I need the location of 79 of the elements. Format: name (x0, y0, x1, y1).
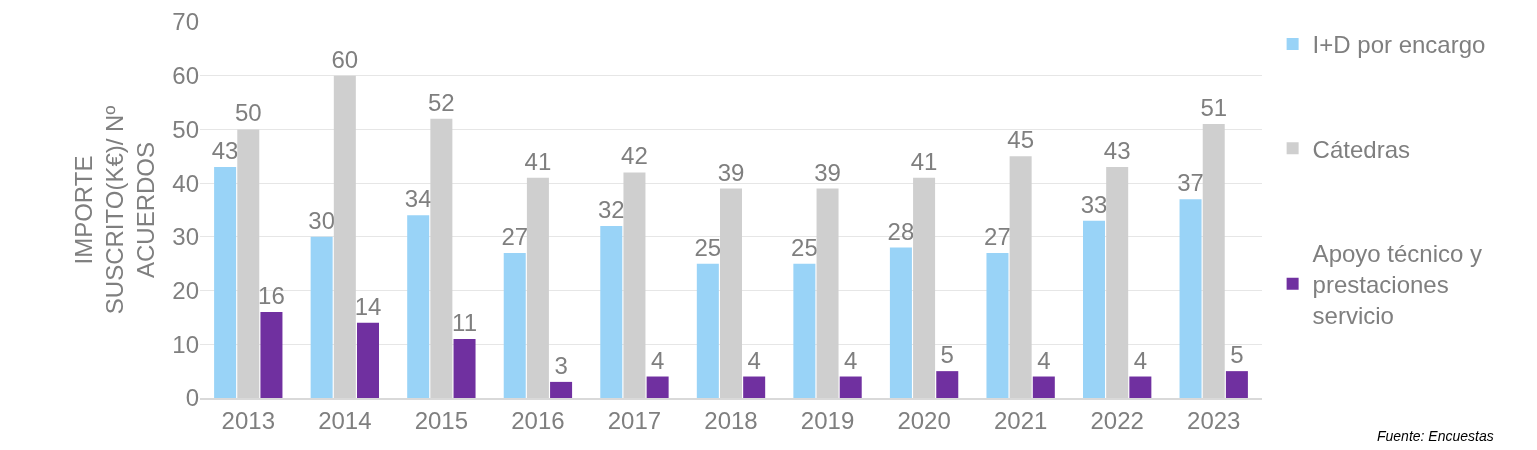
data-label: 43 (211, 137, 239, 165)
bar (743, 376, 766, 398)
data-label: 5 (940, 341, 954, 369)
bar (793, 263, 816, 398)
data-label: 4 (1133, 346, 1148, 374)
y-tick-label: 70 (172, 8, 199, 36)
bar (646, 376, 669, 398)
bar (453, 338, 476, 398)
data-label: 33 (1080, 190, 1108, 218)
data-label: 43 (1103, 137, 1131, 165)
data-label: 39 (814, 158, 841, 186)
data-label: 45 (1007, 126, 1034, 154)
bar (407, 215, 430, 398)
data-label: 4 (1037, 346, 1051, 374)
x-tick-label: 2018 (704, 406, 758, 434)
data-label: 39 (717, 158, 745, 186)
bar (600, 226, 623, 398)
legend-label: Apoyo técnico y prestaciones servicio (1312, 239, 1483, 330)
y-tick-label: 0 (185, 384, 199, 412)
x-tick-label: 2015 (414, 406, 469, 434)
data-label: 27 (984, 222, 1011, 250)
data-label: 11 (452, 308, 477, 336)
data-label: 4 (747, 346, 761, 374)
data-label: 25 (791, 233, 818, 261)
data-label: 4 (650, 346, 665, 374)
y-tick-label: 60 (172, 62, 199, 90)
bar (503, 252, 526, 398)
x-tick-label: 2017 (607, 406, 662, 434)
bar (936, 371, 959, 398)
data-label: 51 (1200, 94, 1228, 122)
y-tick-label: 50 (172, 115, 199, 143)
data-label: 3 (554, 351, 568, 379)
y-tick-label: 10 (172, 330, 199, 358)
y-axis-title: IMPORTE SUSCRITO(K€)/ Nº ACUERDOS (70, 105, 160, 315)
x-tick-label: 2019 (800, 406, 855, 434)
bar (1083, 220, 1106, 398)
bar (356, 322, 379, 398)
bar (696, 263, 719, 398)
x-tick-label: 2022 (1090, 406, 1144, 434)
legend-label: I+D por encargo (1312, 31, 1486, 59)
legend-label: Cátedras (1312, 135, 1411, 163)
data-label: 37 (1177, 169, 1204, 197)
bar (1032, 376, 1055, 398)
x-tick-label: 2023 (1187, 406, 1241, 434)
data-label: 25 (694, 233, 722, 261)
bar (550, 381, 573, 398)
y-tick-label: 30 (172, 223, 199, 251)
bar (839, 376, 862, 398)
bar (889, 247, 912, 398)
bar (1179, 199, 1202, 398)
data-label: 30 (308, 206, 335, 234)
data-label: 4 (844, 346, 858, 374)
x-tick-label: 2020 (897, 406, 951, 434)
data-label: 5 (1230, 341, 1244, 369)
bar (310, 236, 333, 398)
data-label: 50 (234, 99, 262, 127)
bar (1225, 371, 1248, 398)
data-label: 60 (331, 45, 359, 73)
data-label: 34 (404, 185, 432, 213)
data-label: 32 (597, 196, 625, 224)
bar (214, 167, 237, 398)
data-label: 42 (621, 142, 648, 170)
y-tick-label: 20 (172, 276, 199, 304)
source-note: Fuente: Encuestas (1377, 428, 1494, 444)
x-tick-label: 2013 (221, 406, 275, 434)
data-label: 14 (354, 292, 382, 320)
data-label: 52 (428, 88, 455, 116)
data-label: 41 (910, 147, 938, 175)
y-tick-label: 40 (172, 169, 199, 197)
x-tick-label: 2014 (318, 406, 372, 434)
data-label: 41 (524, 147, 552, 175)
bar (1129, 376, 1152, 398)
x-tick-label: 2021 (993, 406, 1048, 434)
x-tick-label: 2016 (511, 406, 565, 434)
data-label: 16 (258, 282, 285, 310)
bar (986, 252, 1009, 398)
data-label: 27 (501, 222, 529, 250)
bar (260, 312, 283, 398)
data-label: 28 (887, 217, 915, 245)
